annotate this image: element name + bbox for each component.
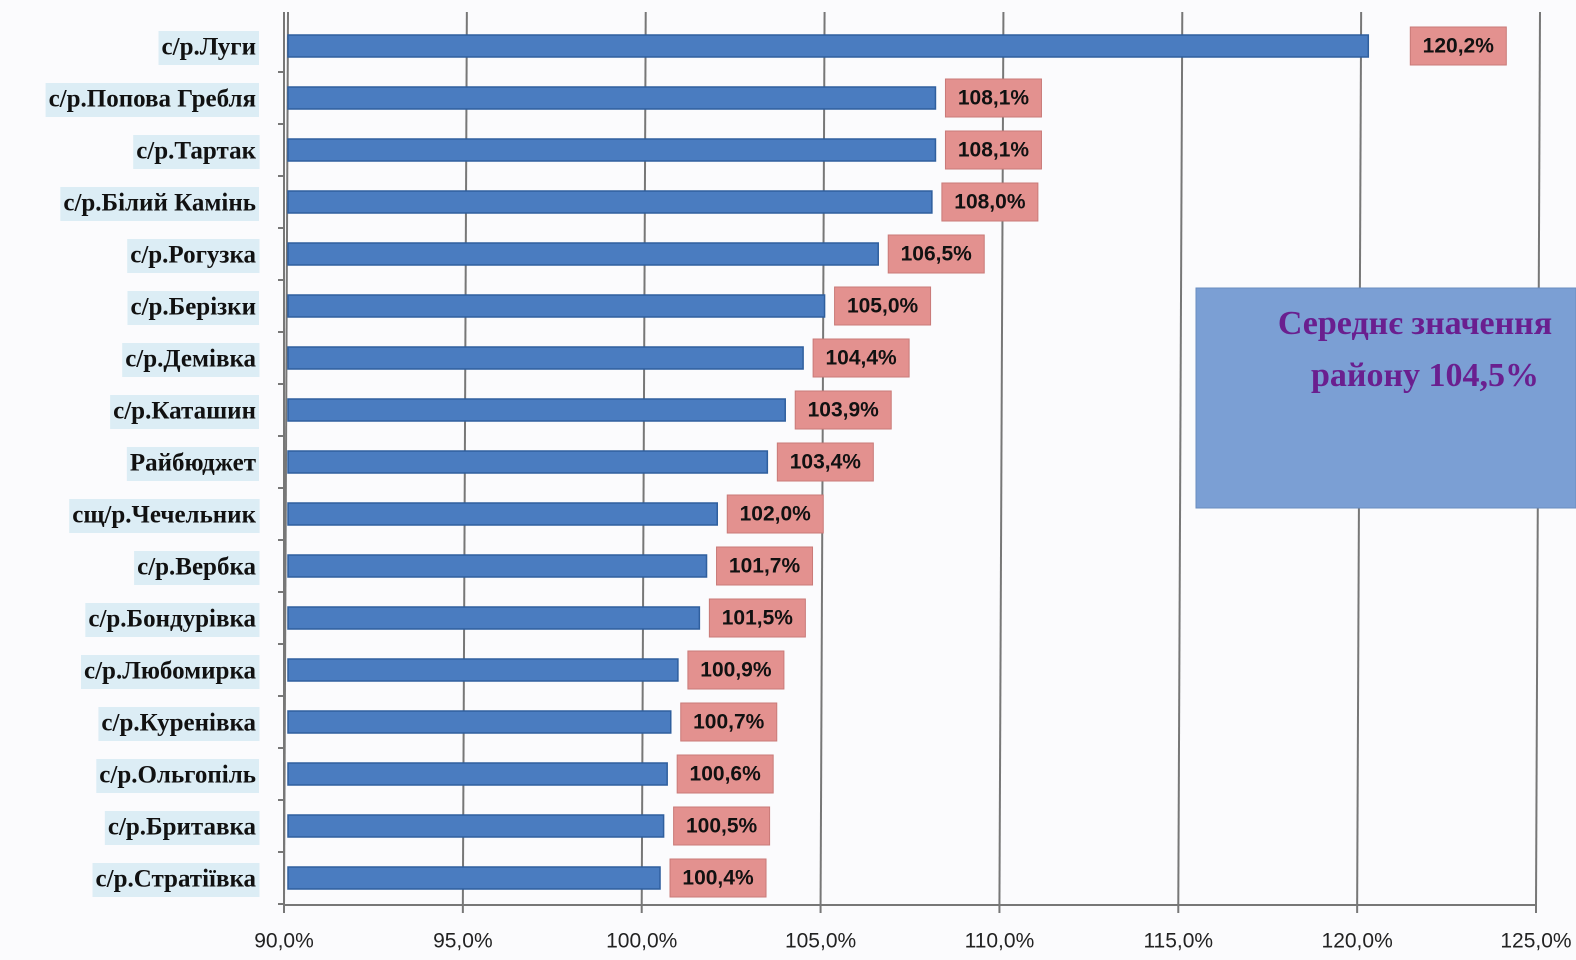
x-tick-label: 100,0% (606, 930, 677, 953)
value-label: 108,0% (954, 191, 1026, 214)
y-tick-label: с/р.Каташин (113, 398, 256, 425)
y-tick-label: с/р.Демівка (125, 346, 256, 373)
value-label-bg (680, 702, 778, 742)
grid-line (1177, 11, 1184, 906)
y-tick-label-bg (127, 291, 259, 325)
value-label: 100,6% (690, 763, 762, 786)
value-label: 103,9% (808, 399, 880, 422)
x-tick-label: 125,0% (1500, 930, 1571, 953)
value-label-bg (887, 234, 985, 274)
y-tick-label-bg (69, 499, 260, 533)
value-label-bg (726, 494, 824, 534)
bar (287, 138, 937, 162)
bar (287, 502, 719, 526)
value-label-bg (687, 650, 785, 690)
y-tick-label-bg (104, 811, 260, 845)
y-tick-label-bg (127, 239, 260, 273)
value-label: 101,7% (729, 555, 801, 578)
y-tick-label-bg (133, 135, 260, 169)
value-label-bg (944, 78, 1042, 118)
bar (287, 658, 679, 682)
bar (287, 710, 672, 734)
value-label-bg (812, 338, 910, 378)
value-label-bg (1409, 26, 1507, 66)
y-tick-label-bg (122, 343, 260, 377)
y-tick-label: сщ/р.Чечельник (72, 502, 256, 529)
value-label-bg (834, 286, 932, 326)
value-label: 102,0% (740, 503, 812, 526)
y-tick-label: с/р.Берізки (130, 294, 256, 321)
y-tick-label: с/р.Ольгопіль (99, 762, 256, 789)
x-tick-label: 95,0% (433, 930, 493, 953)
value-label: 103,4% (790, 451, 862, 474)
x-tick-label: 115,0% (1143, 930, 1213, 953)
value-label-bg (708, 598, 806, 638)
y-tick-label-bg (85, 603, 260, 637)
y-tick-label: с/р.Куренівка (101, 710, 256, 737)
y-tick-label-bg (81, 655, 260, 689)
value-label: 106,5% (901, 243, 973, 266)
y-tick-label-bg (96, 759, 259, 793)
value-label: 120,2% (1423, 35, 1495, 58)
y-tick-label: с/р.Любомирка (84, 658, 256, 685)
value-label-bg (944, 130, 1042, 170)
bar (287, 450, 769, 474)
value-label: 104,4% (825, 347, 897, 370)
y-tick-label-bg (60, 187, 259, 221)
value-label: 100,7% (693, 711, 765, 734)
bar (287, 554, 708, 578)
annotation: Середнє значення (1278, 305, 1552, 342)
bar (287, 294, 826, 318)
x-tick-label: 90,0% (254, 930, 314, 953)
value-label-bg (676, 754, 774, 794)
bar (287, 34, 1370, 58)
value-label: 100,9% (700, 659, 772, 682)
x-tick-label: 110,0% (965, 930, 1035, 953)
y-tick-label: с/р.Бондурівка (88, 606, 256, 633)
value-label-bg (669, 858, 767, 898)
y-tick-label-bg (110, 395, 259, 429)
y-tick-label-bg (158, 31, 259, 65)
value-label: 108,1% (958, 139, 1030, 162)
value-label: 100,4% (682, 867, 754, 890)
y-tick-label: с/р.Білий Камінь (63, 190, 256, 217)
y-tick-label: с/р.Луги (162, 34, 256, 61)
bar (287, 866, 661, 890)
bar (287, 606, 701, 630)
y-tick-label: с/р.Вербка (137, 554, 256, 581)
y-tick-label: с/р.Рогузка (130, 242, 256, 269)
value-label-bg (941, 182, 1039, 222)
y-tick-label: с/р.Попова Гребля (49, 86, 256, 113)
value-label-bg (776, 442, 874, 482)
bar (287, 814, 665, 838)
value-label-bg (673, 806, 771, 846)
value-label-bg (794, 390, 892, 430)
y-tick-label: с/р.Бритавка (108, 814, 257, 841)
annotation: району 104,5% (1311, 357, 1539, 394)
annotation-box (1195, 287, 1576, 509)
y-tick-label-bg (126, 447, 259, 481)
bar (287, 346, 804, 370)
y-tick-label-bg (92, 863, 260, 897)
y-tick-label: с/р.Тартак (136, 138, 256, 165)
value-label: 100,5% (686, 815, 758, 838)
y-tick-label-bg (98, 707, 260, 741)
x-tick-label: 105,0% (785, 930, 856, 953)
y-tick-label-bg (134, 551, 260, 585)
y-tick-label-bg (45, 83, 259, 117)
value-label-bg (716, 546, 814, 586)
bar (287, 190, 933, 214)
y-tick-label: с/р.Стратіївка (96, 866, 257, 893)
y-tick-label: Райбюджет (130, 450, 256, 477)
value-label: 108,1% (958, 87, 1030, 110)
value-label: 105,0% (847, 295, 919, 318)
bar (287, 762, 668, 786)
value-label: 101,5% (722, 607, 794, 630)
bar (287, 398, 786, 422)
x-tick-label: 120,0% (1322, 930, 1393, 953)
bar (287, 242, 879, 266)
bar (287, 86, 937, 110)
